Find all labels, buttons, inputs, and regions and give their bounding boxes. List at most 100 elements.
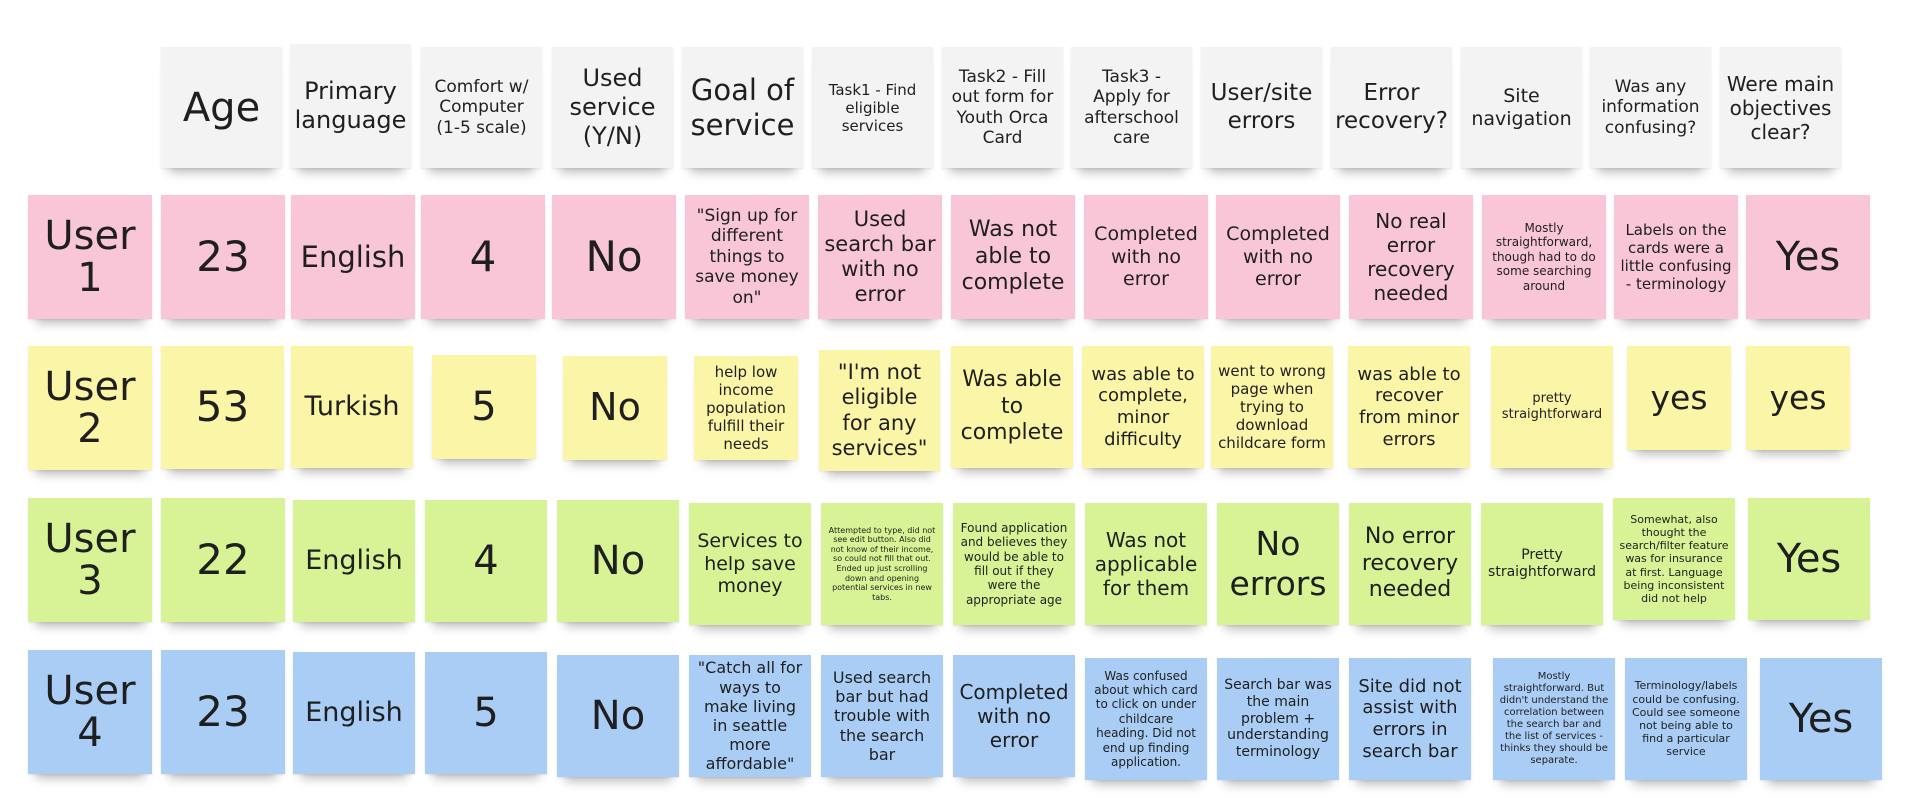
header-objectives-clear-text: Were main objectives clear? [1726, 71, 1835, 144]
cell-navigation[interactable]: pretty straightforward [1491, 346, 1613, 468]
cell-errors[interactable]: No errors [1217, 503, 1339, 625]
cell-recovery[interactable]: No real error recovery needed [1349, 195, 1473, 319]
cell-confusing[interactable]: Terminology/labels could be confusing. C… [1625, 658, 1747, 780]
cell-language[interactable]: English [293, 652, 415, 774]
cell-language[interactable]: Turkish [291, 346, 413, 468]
cell-objectives[interactable]: yes [1746, 346, 1850, 450]
cell-used-service-text: No [590, 538, 646, 584]
cell-goal[interactable]: help low income population fulfill their… [694, 356, 798, 460]
cell-language[interactable]: English [291, 195, 415, 319]
cell-used-service[interactable]: No [563, 356, 667, 460]
header-task2[interactable]: Task2 - Fill out form for Youth Orca Car… [942, 47, 1063, 168]
cell-age[interactable]: 22 [161, 498, 285, 622]
cell-objectives-text: Yes [1776, 536, 1842, 582]
header-site-navigation[interactable]: Site navigation [1461, 47, 1582, 168]
cell-errors[interactable]: Completed with no error [1216, 195, 1340, 319]
cell-used-service[interactable]: No [552, 195, 676, 319]
header-comfort-text: Comfort w/ Computer (1-5 scale) [434, 76, 529, 138]
cell-objectives[interactable]: Yes [1760, 658, 1882, 780]
cell-goal[interactable]: "Catch all for ways to make living in se… [689, 655, 811, 777]
header-age[interactable]: Age [161, 47, 282, 168]
cell-navigation-text: Mostly straightforward, though had to do… [1492, 221, 1596, 293]
cell-task1-text: "I'm not eligible for any services" [831, 360, 928, 460]
cell-task1-text: Used search bar with no error [824, 206, 936, 307]
cell-task2[interactable]: Completed with no error [953, 655, 1075, 777]
cell-task2[interactable]: Was not able to complete [951, 195, 1075, 319]
cell-used-service[interactable]: No [557, 655, 679, 777]
header-task3[interactable]: Task3 - Apply for afterschool care [1071, 47, 1192, 168]
cell-task3[interactable]: Was not applicable for them [1085, 503, 1207, 625]
cell-task3[interactable]: Was confused about which card to click o… [1085, 658, 1207, 780]
cell-errors-text: No errors [1229, 524, 1327, 603]
cell-objectives[interactable]: Yes [1746, 195, 1870, 319]
cell-task3[interactable]: Completed with no error [1084, 195, 1208, 319]
cell-age[interactable]: 53 [161, 346, 284, 469]
header-goal-of-service[interactable]: Goal of service [682, 47, 803, 168]
cell-confusing-text: Terminology/labels could be confusing. C… [1631, 679, 1741, 759]
cell-objectives[interactable]: Yes [1748, 498, 1870, 620]
cell-language[interactable]: English [293, 500, 415, 622]
cell-task2-text: Was not able to complete [961, 217, 1065, 296]
cell-goal[interactable]: Services to help save money [689, 503, 811, 625]
cell-task3[interactable]: was able to complete, minor difficulty [1082, 346, 1204, 468]
cell-used-service-text: No [589, 385, 641, 430]
cell-task2[interactable]: Was able to complete [951, 346, 1073, 468]
cell-recovery[interactable]: No error recovery needed [1349, 503, 1471, 625]
cell-used-service-text: No [585, 231, 643, 281]
cell-comfort-text: 5 [473, 690, 499, 736]
user-label[interactable]: User 3 [28, 498, 152, 622]
cell-task1[interactable]: Used search bar but had trouble with the… [821, 655, 943, 777]
cell-task1[interactable]: Attempted to type, did not see edit butt… [821, 503, 943, 625]
header-comfort[interactable]: Comfort w/ Computer (1-5 scale) [421, 47, 542, 168]
cell-errors[interactable]: went to wrong page when trying to downlo… [1211, 346, 1333, 468]
user-label[interactable]: User 2 [28, 346, 152, 470]
cell-recovery-text: was able to recover from minor errors [1357, 363, 1461, 450]
header-used-service[interactable]: Used service (Y/N) [552, 47, 673, 168]
cell-recovery[interactable]: was able to recover from minor errors [1348, 346, 1470, 468]
cell-task2-text: Found application and believes they woul… [960, 520, 1068, 607]
header-user-site-errors[interactable]: User/site errors [1201, 47, 1322, 168]
header-information-confusing[interactable]: Was any information confusing? [1590, 47, 1711, 168]
cell-confusing[interactable]: yes [1627, 346, 1731, 450]
cell-task2[interactable]: Found application and believes they woul… [953, 503, 1075, 625]
header-age-text: Age [182, 84, 261, 131]
header-objectives-clear[interactable]: Were main objectives clear? [1720, 47, 1841, 168]
cell-task1[interactable]: "I'm not eligible for any services" [819, 350, 940, 471]
header-primary-language-text: Primary language [294, 77, 407, 134]
cell-navigation[interactable]: Mostly straightforward, though had to do… [1482, 195, 1606, 319]
cell-age[interactable]: 23 [161, 195, 285, 319]
cell-used-service[interactable]: No [557, 500, 679, 622]
cell-age[interactable]: 23 [161, 650, 285, 774]
cell-navigation[interactable]: Pretty straightforward [1481, 503, 1603, 625]
cell-confusing-text: Somewhat, also thought the search/filter… [1619, 512, 1729, 605]
cell-task1[interactable]: Used search bar with no error [818, 195, 942, 319]
cell-confusing[interactable]: Labels on the cards were a little confus… [1614, 195, 1738, 319]
cell-confusing-text: Labels on the cards were a little confus… [1620, 221, 1732, 293]
cell-errors[interactable]: Search bar was the main problem + unders… [1217, 658, 1339, 780]
user-label[interactable]: User 4 [28, 650, 152, 774]
cell-recovery-text: Site did not assist with errors in searc… [1358, 675, 1462, 762]
header-primary-language[interactable]: Primary language [290, 44, 411, 168]
cell-comfort[interactable]: 4 [425, 500, 547, 622]
user-label[interactable]: User 1 [28, 195, 152, 319]
cell-navigation[interactable]: Mostly straightforward. But didn't under… [1493, 658, 1615, 780]
header-error-recovery[interactable]: Error recovery? [1331, 47, 1452, 168]
user-label-text: User 3 [44, 516, 136, 604]
cell-age-text: 53 [195, 382, 250, 432]
cell-goal-text: "Sign up for different things to save mo… [695, 206, 799, 308]
cell-confusing-text: yes [1650, 378, 1708, 418]
cell-comfort[interactable]: 4 [421, 195, 545, 319]
cell-recovery-text: No real error recovery needed [1367, 209, 1455, 305]
cell-confusing[interactable]: Somewhat, also thought the search/filter… [1613, 498, 1735, 620]
cell-goal[interactable]: "Sign up for different things to save mo… [685, 195, 809, 319]
cell-task2-text: Completed with no error [959, 680, 1069, 752]
header-error-recovery-text: Error recovery? [1335, 79, 1448, 134]
header-task1[interactable]: Task1 - Find eligible services [812, 47, 933, 168]
cell-goal-text: Services to help save money [697, 529, 803, 598]
cell-comfort[interactable]: 5 [432, 355, 536, 459]
cell-comfort[interactable]: 5 [425, 652, 547, 774]
cell-recovery[interactable]: Site did not assist with errors in searc… [1349, 658, 1471, 780]
cell-language-text: English [300, 239, 406, 274]
cell-comfort-text: 4 [469, 231, 497, 281]
